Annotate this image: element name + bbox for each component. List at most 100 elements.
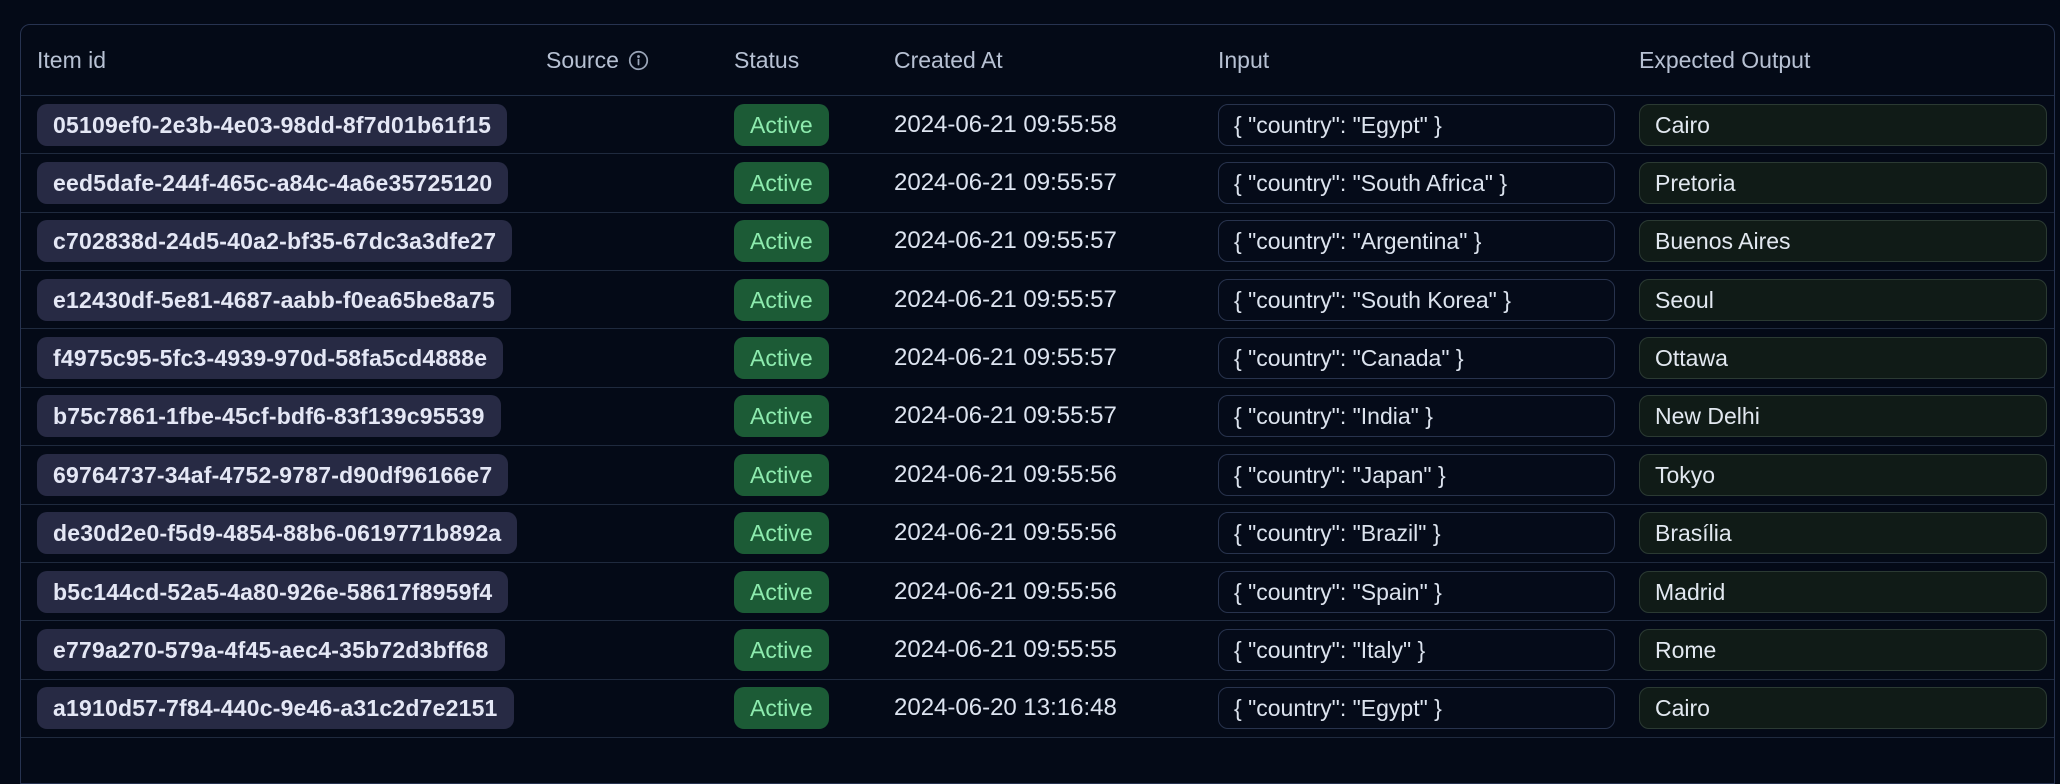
column-header-label: Status — [734, 46, 800, 73]
expected-output-value-box: Brasília — [1639, 512, 2047, 555]
input-value-box: { "country": "Egypt" } — [1218, 103, 1615, 146]
item-id-cell: e12430df-5e81-4687-aabb-f0ea65be8a75 — [21, 278, 530, 321]
status-badge: Active — [734, 453, 829, 496]
expected-output-cell: Cairo — [1623, 687, 2054, 730]
item-id-cell: 69764737-34af-4752-9787-d90df96166e7 — [21, 453, 530, 496]
item-id-pill[interactable]: de30d2e0-f5d9-4854-88b6-0619771b892a — [37, 512, 518, 555]
table-row[interactable]: 69764737-34af-4752-9787-d90df96166e7 Act… — [21, 446, 2054, 505]
input-value-box: { "country": "South Korea" } — [1218, 278, 1615, 321]
created-at-value: 2024-06-21 09:55:57 — [894, 402, 1117, 430]
item-id-pill[interactable]: 05109ef0-2e3b-4e03-98dd-8f7d01b61f15 — [37, 103, 508, 146]
created-at-value: 2024-06-21 09:55:57 — [894, 285, 1117, 313]
table-row[interactable]: c702838d-24d5-40a2-bf35-67dc3a3dfe27 Act… — [21, 213, 2054, 272]
input-value-box: { "country": "Canada" } — [1218, 337, 1615, 380]
status-badge: Active — [734, 512, 829, 555]
expected-output-value-box: Tokyo — [1639, 453, 2047, 496]
created-at-value: 2024-06-21 09:55:56 — [894, 519, 1117, 547]
created-at-value: 2024-06-21 09:55:57 — [894, 344, 1117, 372]
item-id-cell: f4975c95-5fc3-4939-970d-58fa5cd4888e — [21, 337, 530, 380]
status-badge: Active — [734, 570, 829, 613]
table-row[interactable]: eed5dafe-244f-465c-a84c-4a6e35725120 Act… — [21, 154, 2054, 213]
input-cell: { "country": "Egypt" } — [1202, 687, 1623, 730]
status-badge: Active — [734, 162, 829, 205]
status-cell: Active — [718, 162, 878, 205]
created-at-cell: 2024-06-21 09:55:57 — [878, 286, 1202, 314]
created-at-cell: 2024-06-21 09:55:57 — [878, 402, 1202, 430]
status-cell: Active — [718, 220, 878, 263]
item-id-pill[interactable]: e779a270-579a-4f45-aec4-35b72d3bff68 — [37, 628, 505, 671]
info-circle-icon[interactable] — [628, 50, 649, 71]
table-row[interactable]: 05109ef0-2e3b-4e03-98dd-8f7d01b61f15 Act… — [21, 96, 2054, 155]
expected-output-value-box: Madrid — [1639, 570, 2047, 613]
item-id-pill[interactable]: eed5dafe-244f-465c-a84c-4a6e35725120 — [37, 162, 509, 205]
created-at-value: 2024-06-21 09:55:57 — [894, 227, 1117, 255]
expected-output-cell: Buenos Aires — [1623, 220, 2054, 263]
table-row[interactable]: de30d2e0-f5d9-4854-88b6-0619771b892a Act… — [21, 505, 2054, 563]
item-id-pill[interactable]: b75c7861-1fbe-45cf-bdf6-83f139c95539 — [37, 395, 501, 438]
status-cell: Active — [718, 512, 878, 555]
created-at-value: 2024-06-21 09:55:55 — [894, 635, 1117, 663]
status-cell: Active — [718, 278, 878, 321]
table-row[interactable]: f4975c95-5fc3-4939-970d-58fa5cd4888e Act… — [21, 329, 2054, 388]
dataset-items-table: Item id Source Status Created At Input E… — [20, 24, 2055, 784]
input-value-box: { "country": "India" } — [1218, 395, 1615, 438]
item-id-cell: b75c7861-1fbe-45cf-bdf6-83f139c95539 — [21, 395, 530, 438]
item-id-pill[interactable]: b5c144cd-52a5-4a80-926e-58617f8959f4 — [37, 570, 509, 613]
item-id-cell: b5c144cd-52a5-4a80-926e-58617f8959f4 — [21, 570, 530, 613]
expected-output-value-box: New Delhi — [1639, 395, 2047, 438]
input-cell: { "country": "Argentina" } — [1202, 220, 1623, 263]
expected-output-cell: Rome — [1623, 628, 2054, 671]
input-value-box: { "country": "Argentina" } — [1218, 220, 1615, 263]
table-header-row: Item id Source Status Created At Input E… — [21, 25, 2054, 96]
expected-output-cell: Seoul — [1623, 278, 2054, 321]
column-header-expected-output: Expected Output — [1623, 47, 2054, 74]
expected-output-cell: Madrid — [1623, 570, 2054, 613]
status-badge: Active — [734, 628, 829, 671]
item-id-pill[interactable]: 69764737-34af-4752-9787-d90df96166e7 — [37, 453, 509, 496]
item-id-pill[interactable]: f4975c95-5fc3-4939-970d-58fa5cd4888e — [37, 337, 504, 380]
created-at-cell: 2024-06-21 09:55:57 — [878, 227, 1202, 255]
input-cell: { "country": "India" } — [1202, 395, 1623, 438]
column-header-label: Item id — [37, 46, 107, 73]
table-row[interactable]: b75c7861-1fbe-45cf-bdf6-83f139c95539 Act… — [21, 388, 2054, 447]
input-value-box: { "country": "Japan" } — [1218, 453, 1615, 496]
table-row[interactable]: b5c144cd-52a5-4a80-926e-58617f8959f4 Act… — [21, 563, 2054, 622]
status-cell: Active — [718, 570, 878, 613]
item-id-pill[interactable]: c702838d-24d5-40a2-bf35-67dc3a3dfe27 — [37, 220, 513, 263]
column-header-status: Status — [718, 47, 878, 74]
created-at-cell: 2024-06-21 09:55:57 — [878, 169, 1202, 197]
expected-output-value-box: Seoul — [1639, 278, 2047, 321]
created-at-value: 2024-06-21 09:55:56 — [894, 577, 1117, 605]
table-row[interactable]: a1910d57-7f84-440c-9e46-a31c2d7e2151 Act… — [21, 680, 2054, 738]
expected-output-value-box: Cairo — [1639, 103, 2047, 146]
column-header-label: Created At — [894, 46, 1003, 73]
status-badge: Active — [734, 278, 829, 321]
item-id-cell: de30d2e0-f5d9-4854-88b6-0619771b892a — [21, 512, 530, 555]
created-at-cell: 2024-06-21 09:55:58 — [878, 111, 1202, 139]
column-header-source: Source — [530, 47, 718, 74]
expected-output-value-box: Cairo — [1639, 687, 2047, 730]
expected-output-cell: Ottawa — [1623, 337, 2054, 380]
expected-output-value-box: Rome — [1639, 628, 2047, 671]
table-row[interactable]: e12430df-5e81-4687-aabb-f0ea65be8a75 Act… — [21, 271, 2054, 330]
column-header-input: Input — [1202, 47, 1623, 74]
column-header-item-id: Item id — [21, 47, 530, 74]
input-cell: { "country": "South Africa" } — [1202, 162, 1623, 205]
item-id-pill[interactable]: a1910d57-7f84-440c-9e46-a31c2d7e2151 — [37, 687, 514, 730]
created-at-cell: 2024-06-21 09:55:57 — [878, 344, 1202, 372]
input-value-box: { "country": "Spain" } — [1218, 570, 1615, 613]
input-cell: { "country": "South Korea" } — [1202, 278, 1623, 321]
item-id-cell: eed5dafe-244f-465c-a84c-4a6e35725120 — [21, 162, 530, 205]
item-id-pill[interactable]: e12430df-5e81-4687-aabb-f0ea65be8a75 — [37, 278, 511, 321]
status-cell: Active — [718, 103, 878, 146]
input-cell: { "country": "Canada" } — [1202, 337, 1623, 380]
status-badge: Active — [734, 687, 829, 730]
status-badge: Active — [734, 103, 829, 146]
status-cell: Active — [718, 453, 878, 496]
input-value-box: { "country": "South Africa" } — [1218, 162, 1615, 205]
table-row[interactable]: e779a270-579a-4f45-aec4-35b72d3bff68 Act… — [21, 621, 2054, 680]
expected-output-cell: Tokyo — [1623, 453, 2054, 496]
item-id-cell: a1910d57-7f84-440c-9e46-a31c2d7e2151 — [21, 687, 530, 730]
created-at-value: 2024-06-21 09:55:58 — [894, 110, 1117, 138]
input-value-box: { "country": "Egypt" } — [1218, 687, 1615, 730]
